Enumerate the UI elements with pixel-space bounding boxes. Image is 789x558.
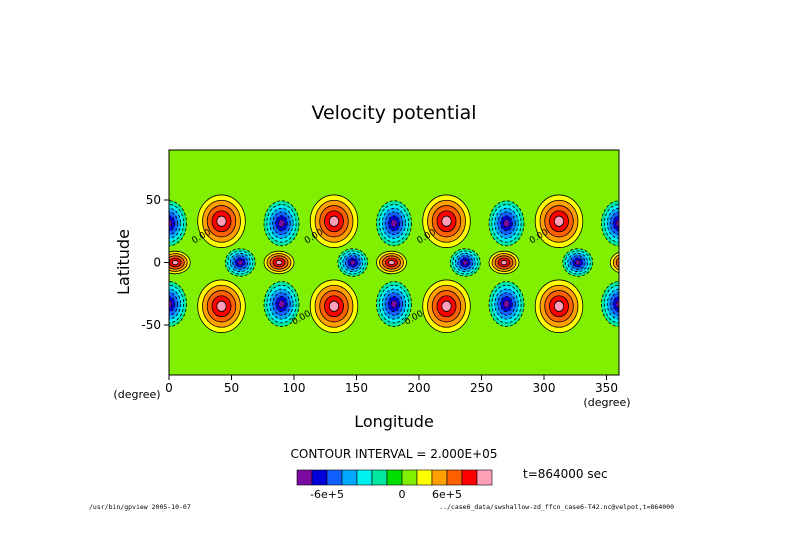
contour-negative-148 — [574, 259, 581, 266]
colorbar-swatch — [416, 469, 433, 486]
colorbar-swatch — [341, 469, 358, 486]
contour-positive-124 — [500, 259, 508, 266]
contour-positive-39 — [553, 300, 565, 312]
colorbar — [296, 469, 493, 486]
y-tick-label: 50 — [146, 193, 161, 207]
contour-negative-130 — [237, 259, 244, 266]
y-axis-label: Latitude — [114, 229, 133, 295]
contour-interval-text: CONTOUR INTERVAL = 2.000E+05 — [291, 447, 498, 461]
contour-negative-87 — [390, 299, 398, 309]
colorbar-swatch — [386, 469, 403, 486]
colorbar-swatch — [431, 469, 448, 486]
contour-positive-109 — [622, 260, 628, 264]
contour-positive-19 — [328, 300, 340, 312]
contour-positive-108 — [618, 261, 619, 264]
contour-negative-99 — [503, 299, 510, 309]
x-tick-label: 100 — [283, 381, 306, 395]
colorbar-label: 0 — [399, 488, 406, 501]
footer-left: /usr/bin/gpview 2005-10-07 — [89, 503, 191, 511]
colorbar-swatch — [401, 469, 418, 486]
colorbar-swatch — [446, 469, 463, 486]
y-tick-label: 0 — [153, 256, 161, 270]
x-tick-label: 50 — [224, 381, 239, 395]
contour-negative-93 — [503, 219, 510, 228]
colorbar-swatch — [326, 469, 343, 486]
contour-negative-69 — [278, 219, 285, 228]
footer-right: ../case6_data/swshallow-zd_ffcn_case6-T4… — [439, 503, 674, 511]
x-tick-label: 250 — [470, 381, 493, 395]
plot-area: 0.00 0.00 0.00 0.000.00 0.00 — [168, 149, 628, 376]
y-tick-label: -50 — [141, 318, 161, 332]
x-axis-label: Longitude — [354, 412, 434, 431]
time-label: t=864000 sec — [523, 467, 608, 481]
contour-negative-136 — [349, 259, 356, 266]
colorbar-label: -6e+5 — [310, 488, 344, 501]
colorbar-swatch — [476, 469, 493, 486]
colorbar-swatch — [461, 469, 478, 486]
contour-positive-107 — [615, 257, 619, 268]
colorbar-swatch — [296, 469, 313, 486]
x-tick-label: 0 — [165, 381, 173, 395]
colorbar-swatch — [356, 469, 373, 486]
contour-positive-4 — [216, 215, 227, 227]
colorbar-swatch — [311, 469, 328, 486]
contour-positive-114 — [275, 259, 283, 266]
contour-positive-34 — [553, 215, 565, 227]
x-tick-label: 350 — [595, 381, 618, 395]
contour-positive-29 — [441, 300, 452, 312]
contour-negative-142 — [462, 259, 469, 266]
y-axis-unit: (degree) — [113, 388, 160, 401]
contour-positive-24 — [441, 215, 452, 227]
contour-negative-75 — [278, 299, 285, 309]
colorbar-label: 6e+5 — [432, 488, 462, 501]
chart-title: Velocity potential — [311, 102, 476, 124]
x-tick-label: 150 — [345, 381, 368, 395]
contour-positive-14 — [328, 215, 340, 227]
x-axis-unit: (degree) — [583, 396, 630, 409]
x-tick-label: 200 — [408, 381, 431, 395]
contour-positive-9 — [216, 300, 227, 312]
x-tick-label: 300 — [533, 381, 556, 395]
contour-positive-119 — [388, 259, 395, 266]
colorbar-swatch — [371, 469, 388, 486]
contour-positive-104 — [171, 259, 179, 266]
contour-negative-81 — [390, 219, 398, 228]
